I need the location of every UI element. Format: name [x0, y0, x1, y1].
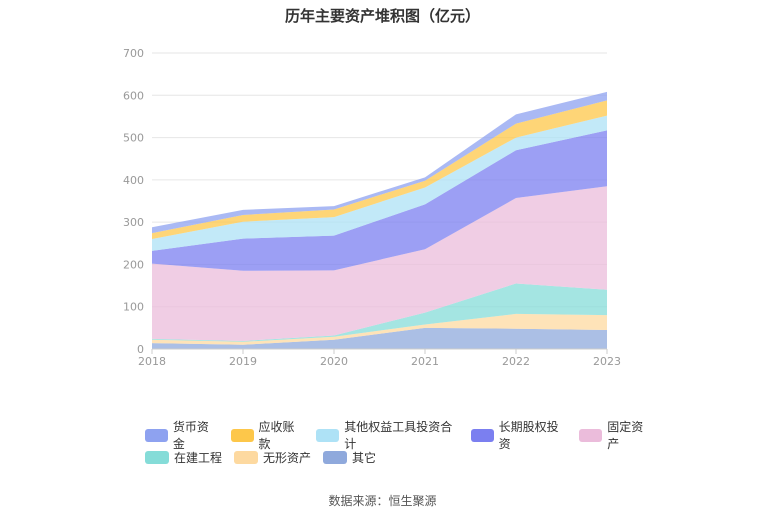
- area-series-5: [152, 115, 607, 251]
- legend-swatch: [145, 428, 168, 442]
- y-tick-label: 400: [123, 174, 144, 187]
- legend-item[interactable]: 在建工程: [145, 449, 222, 466]
- legend-label: 其它: [352, 450, 377, 465]
- x-tick-label: 2021: [411, 355, 439, 368]
- x-tick-label: 2018: [138, 355, 166, 368]
- y-tick-label: 300: [123, 216, 144, 229]
- legend-swatch: [230, 428, 254, 442]
- chart-title: 历年主要资产堆积图（亿元）: [284, 7, 480, 25]
- legend-item[interactable]: 其它: [323, 449, 376, 466]
- area-series-6: [152, 100, 607, 240]
- x-tick-label: 2020: [320, 355, 348, 368]
- legend-item[interactable]: 长期股权投资: [470, 418, 568, 452]
- area-series-7: [152, 91, 607, 234]
- y-tick-label: 100: [123, 301, 144, 314]
- y-tick-label: 200: [123, 258, 144, 271]
- legend-item[interactable]: 无形资产: [234, 449, 311, 466]
- legend-label: 在建工程: [174, 450, 223, 465]
- y-tick-label: 600: [123, 89, 144, 102]
- legend-label: 应收账款: [258, 420, 295, 451]
- legend-label: 固定资产: [607, 420, 644, 451]
- legend-label: 长期股权投资: [498, 420, 559, 451]
- legend-swatch: [470, 428, 494, 442]
- legend-label: 无形资产: [263, 450, 312, 465]
- data-source: 数据来源：恒生聚源: [328, 494, 437, 508]
- legend-label: 货币资金: [172, 420, 209, 451]
- legend: 货币资金 应收账款 其他权益工具投资合计 长期股权投资 固定资产在建工程 无形资产 其它: [145, 420, 665, 468]
- legend-item[interactable]: 应收账款: [230, 418, 305, 452]
- legend-label: 其他权益工具投资合计: [344, 420, 453, 451]
- area-series-4: [152, 130, 607, 271]
- x-tick-label: 2022: [502, 355, 530, 368]
- area-series-1: [152, 313, 607, 345]
- legend-swatch: [579, 428, 603, 442]
- legend-item[interactable]: 货币资金: [145, 418, 219, 452]
- legend-item[interactable]: 其他权益工具投资合计: [316, 418, 458, 452]
- area-series-0: [152, 327, 607, 349]
- legend-row: 在建工程 无形资产 其它: [145, 446, 665, 468]
- x-tick-label: 2023: [593, 355, 621, 368]
- y-tick-label: 500: [123, 132, 144, 145]
- legend-item[interactable]: 固定资产: [579, 418, 653, 452]
- legend-swatch: [323, 450, 348, 464]
- y-tick-label: 0: [137, 343, 144, 356]
- legend-swatch: [234, 450, 259, 464]
- y-tick-label: 700: [123, 47, 144, 60]
- x-tick-label: 2019: [229, 355, 257, 368]
- stacked-area-chart: 0 100 200 300 400 500 600 700 2018 2019 2020 2021 20…: [123, 47, 621, 368]
- legend-swatch: [316, 428, 340, 442]
- area-series-3: [152, 186, 607, 341]
- legend-row: 货币资金 应收账款 其他权益工具投资合计 长期股权投资 固定资产: [145, 420, 665, 451]
- area-series-2: [152, 283, 607, 342]
- legend-swatch: [145, 450, 169, 464]
